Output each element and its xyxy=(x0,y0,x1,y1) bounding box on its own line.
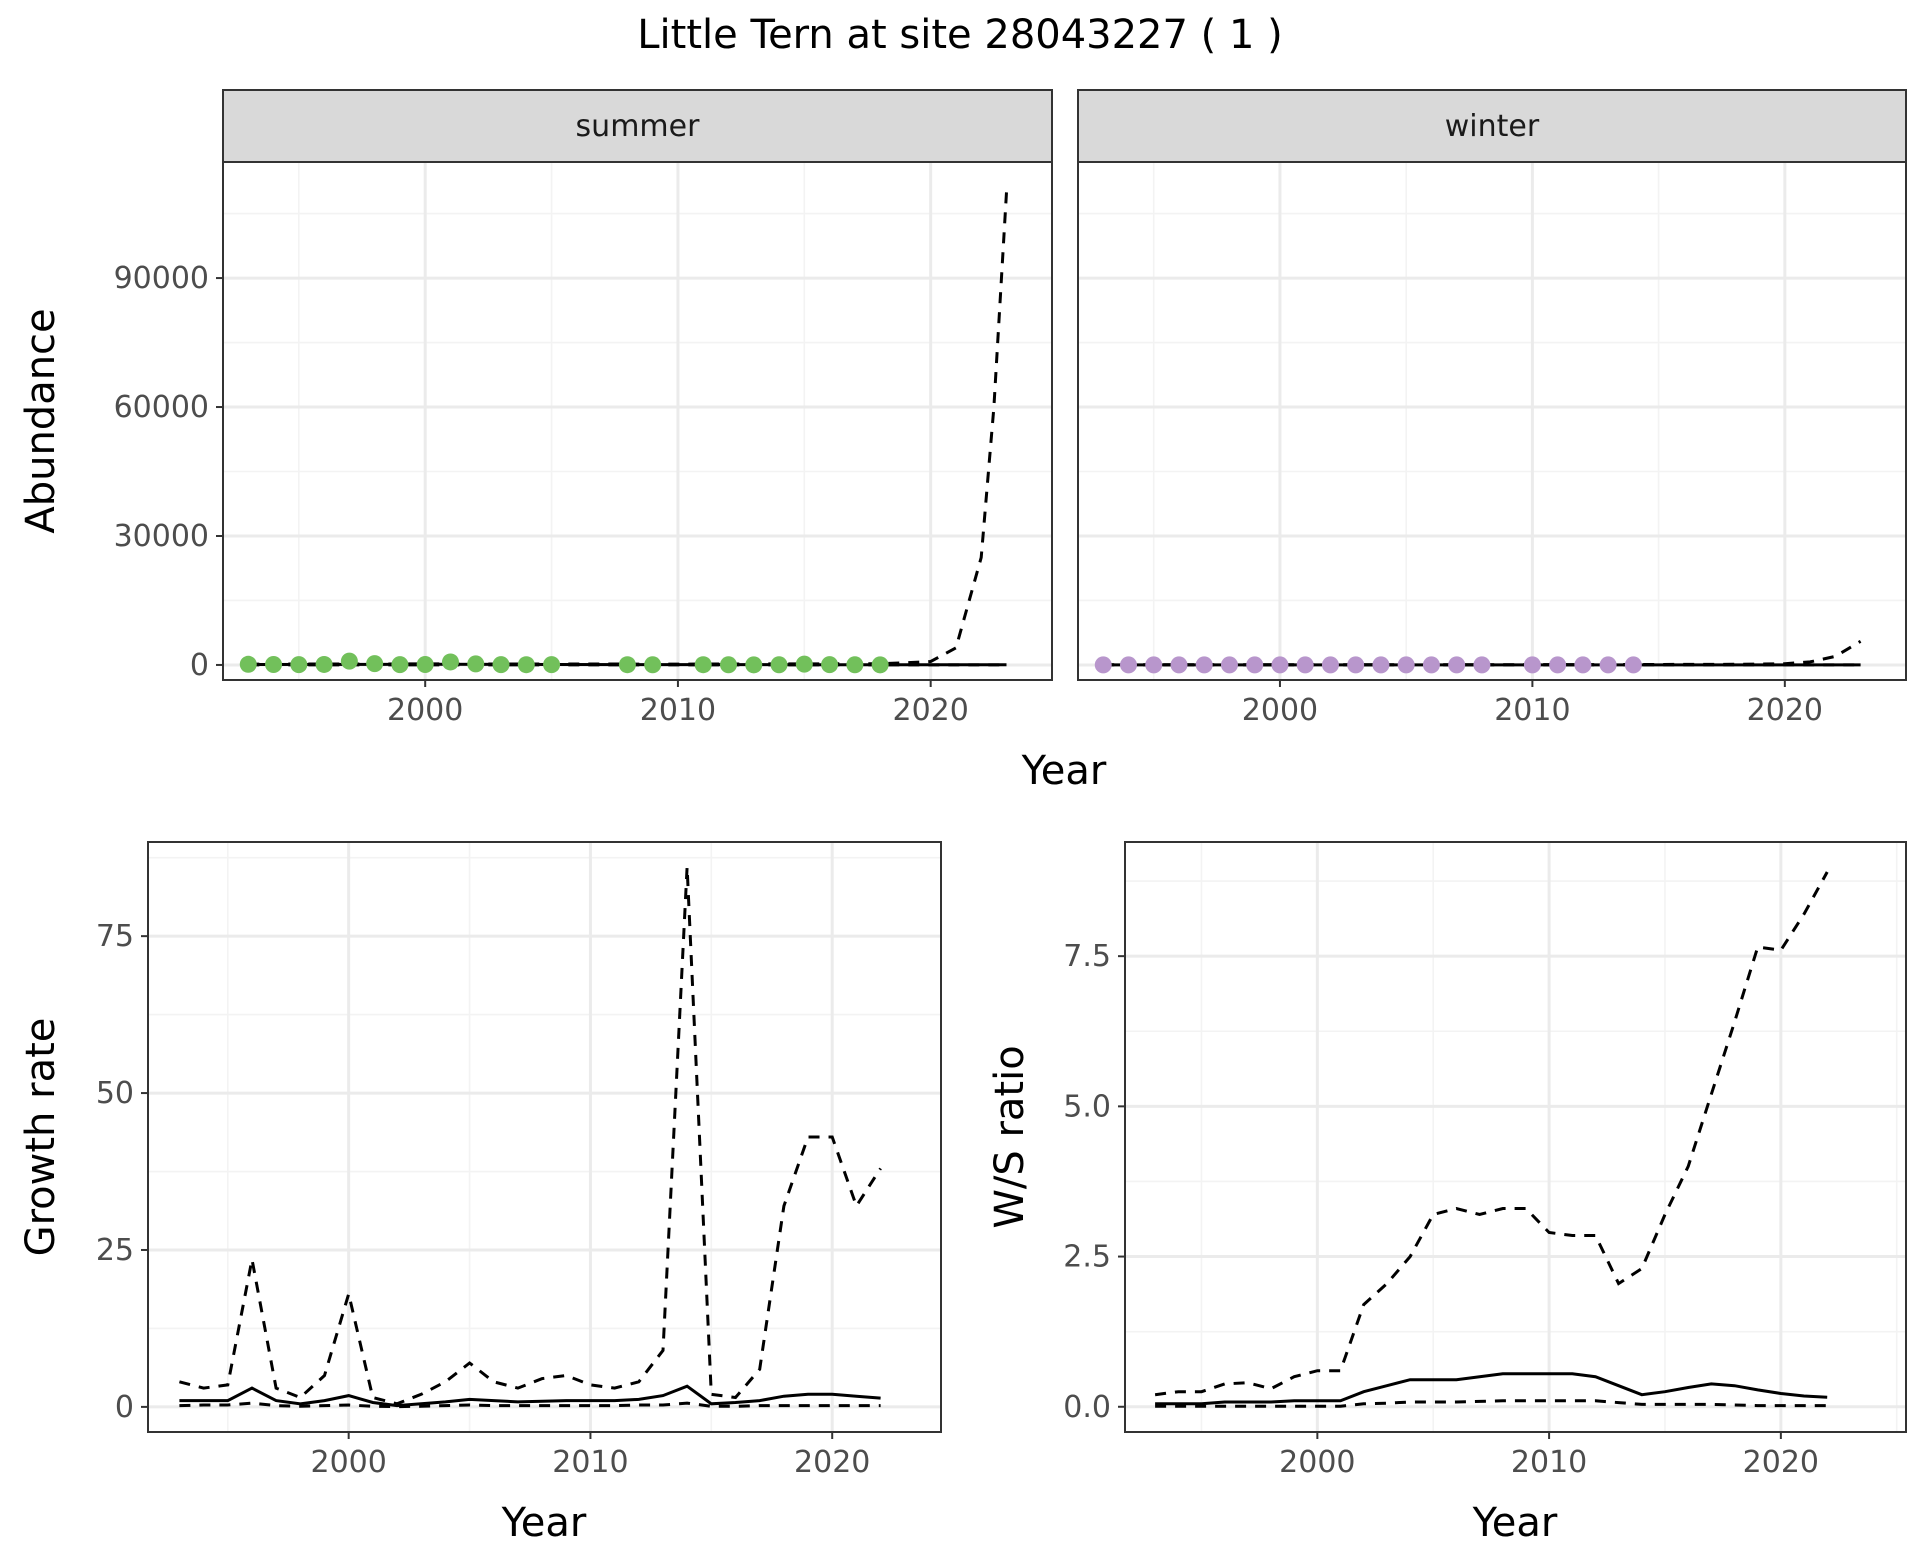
data-point xyxy=(846,656,864,674)
data-point xyxy=(618,656,636,674)
data-point xyxy=(391,656,409,674)
data-point xyxy=(821,656,839,674)
y-tick-label: 2.5 xyxy=(1063,1240,1111,1275)
data-point xyxy=(366,655,384,673)
x-axis-title: Year xyxy=(1472,1500,1558,1546)
y-tick-label: 0 xyxy=(115,1390,134,1425)
data-point xyxy=(770,656,788,674)
fitted-trend-line xyxy=(179,1384,881,1408)
dashed-bound-line-2 xyxy=(179,1401,881,1409)
y-tick-label: 50 xyxy=(96,1076,134,1111)
data-point xyxy=(1599,656,1617,674)
data-point xyxy=(1397,656,1415,674)
data-point xyxy=(871,656,889,674)
y-tick-label: 7.5 xyxy=(1063,939,1111,974)
data-point xyxy=(1574,656,1592,674)
data-point xyxy=(1347,656,1365,674)
y-tick-label: 60000 xyxy=(114,390,209,425)
fitted-trend-line xyxy=(1155,1372,1828,1406)
panel-border xyxy=(1077,161,1907,681)
data-point xyxy=(467,655,485,673)
data-point xyxy=(315,655,333,673)
series-group xyxy=(1154,871,1829,1408)
data-point xyxy=(543,656,561,674)
facet-strip-label: winter xyxy=(1445,109,1540,144)
x-axis-title: Year xyxy=(1021,748,1107,794)
y-tick-label: 25 xyxy=(96,1233,134,1268)
data-point xyxy=(644,656,662,674)
dashed-bound-line-1 xyxy=(179,867,882,1406)
y-axis-title: Growth rate xyxy=(18,1018,64,1257)
data-point xyxy=(1170,656,1188,674)
y-tick-label: 5.0 xyxy=(1063,1089,1111,1124)
x-tick-label: 2000 xyxy=(1242,693,1318,728)
data-point xyxy=(1145,656,1163,674)
panel-border xyxy=(222,161,1053,681)
y-tick-label: 75 xyxy=(96,919,134,954)
data-point xyxy=(340,652,358,670)
x-tick-label: 2010 xyxy=(1494,693,1570,728)
x-tick-label: 2010 xyxy=(552,1445,628,1480)
data-point xyxy=(1094,656,1112,674)
x-tick-label: 2000 xyxy=(310,1445,386,1480)
y-tick-label: 0.0 xyxy=(1063,1390,1111,1425)
facet-strip xyxy=(222,89,1053,163)
x-axis-title: Year xyxy=(501,1500,587,1546)
panel-border xyxy=(1124,841,1907,1433)
data-point xyxy=(1321,656,1339,674)
data-point xyxy=(694,656,712,674)
panel-background xyxy=(223,162,1052,680)
data-point xyxy=(1195,656,1213,674)
data-point xyxy=(1448,656,1466,674)
data-point xyxy=(1624,656,1642,674)
data-point xyxy=(1372,656,1390,674)
facet-strip xyxy=(1077,89,1907,163)
data-point xyxy=(1119,656,1137,674)
dashed-bound-line-2 xyxy=(1155,1399,1828,1408)
data-point xyxy=(1296,656,1314,674)
data-point xyxy=(265,656,283,674)
data-point xyxy=(1549,656,1567,674)
y-tick-label: 30000 xyxy=(114,519,209,554)
x-tick-label: 2000 xyxy=(1279,1445,1355,1480)
facet-strip-label: summer xyxy=(576,109,701,144)
data-point xyxy=(416,656,434,674)
y-tick-label: 90000 xyxy=(114,261,209,296)
data-point xyxy=(517,656,535,674)
panel-background xyxy=(1078,162,1906,680)
data-point xyxy=(1246,656,1264,674)
chart-title: Little Tern at site 28043227 ( 1 ) xyxy=(637,12,1283,58)
data-point xyxy=(290,656,308,674)
data-point xyxy=(1523,656,1541,674)
x-tick-label: 2020 xyxy=(1747,693,1823,728)
data-point xyxy=(1220,656,1238,674)
data-point xyxy=(745,656,763,674)
y-axis-title: W/S ratio xyxy=(987,1045,1033,1228)
x-tick-label: 2010 xyxy=(640,693,716,728)
series-group xyxy=(179,867,882,1409)
series-group xyxy=(239,192,1008,674)
data-point xyxy=(1473,656,1491,674)
x-tick-label: 2010 xyxy=(1511,1445,1587,1480)
data-point xyxy=(1422,656,1440,674)
data-point xyxy=(239,655,257,673)
x-tick-label: 2000 xyxy=(387,693,463,728)
data-point xyxy=(492,656,510,674)
data-point xyxy=(719,656,737,674)
panel-background xyxy=(1125,842,1906,1432)
data-point xyxy=(441,653,459,671)
y-axis-title: Abundance xyxy=(18,308,64,533)
data-point xyxy=(795,655,813,673)
x-tick-label: 2020 xyxy=(893,693,969,728)
x-tick-label: 2020 xyxy=(794,1445,870,1480)
y-tick-label: 0 xyxy=(190,648,209,683)
data-point xyxy=(1271,656,1289,674)
panel-border xyxy=(147,841,942,1433)
x-tick-label: 2020 xyxy=(1743,1445,1819,1480)
series-group xyxy=(1094,640,1862,674)
